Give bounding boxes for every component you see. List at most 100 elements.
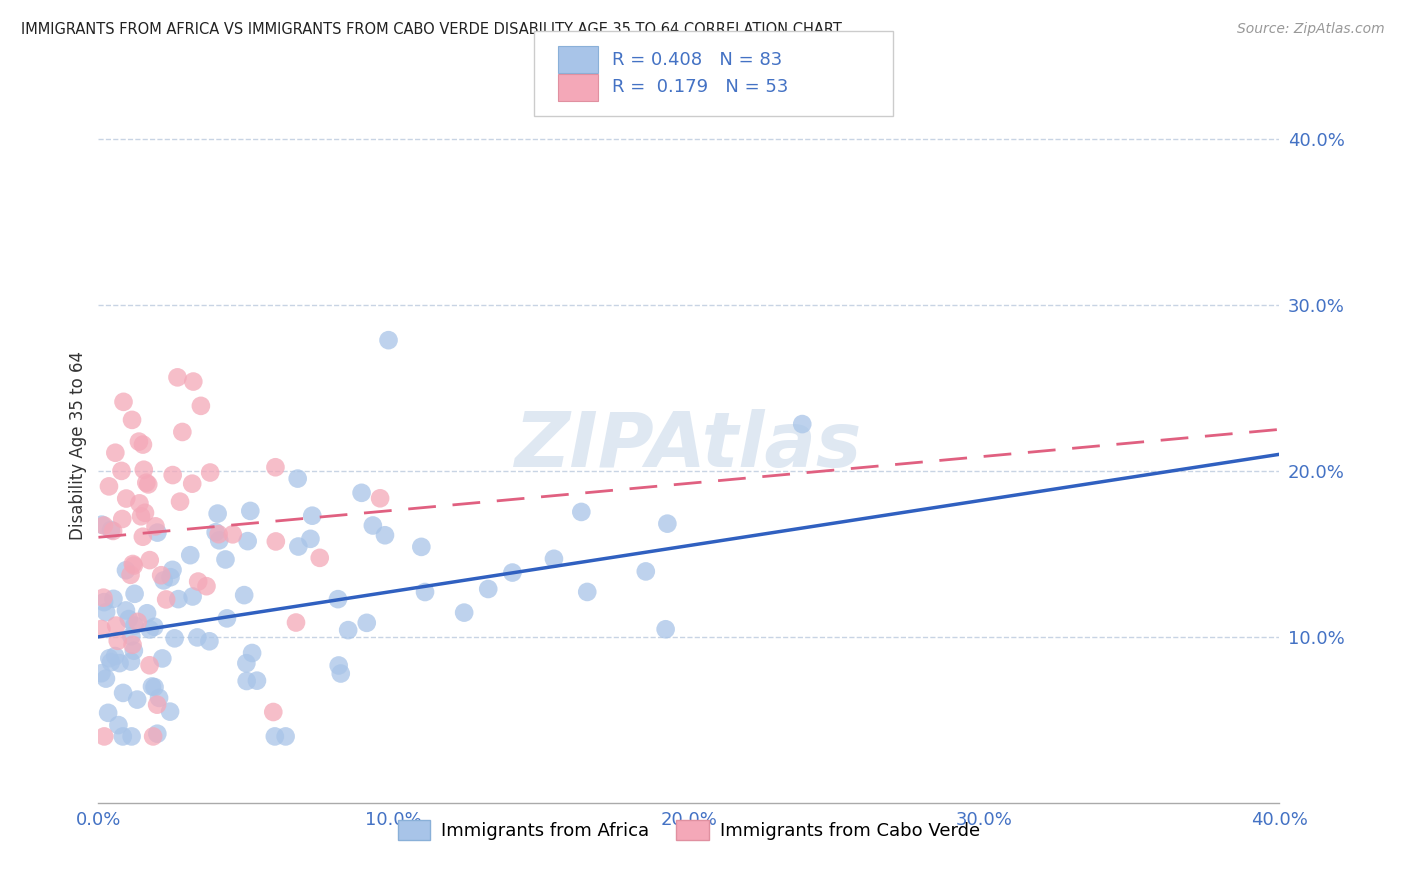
Point <box>361 518 384 533</box>
Point <box>287 472 309 486</box>
Point <box>115 603 138 617</box>
Point <box>287 540 309 554</box>
Point <box>576 585 599 599</box>
Point <box>115 563 138 577</box>
Point <box>148 690 170 705</box>
Point <box>356 615 378 630</box>
Point <box>132 463 155 477</box>
Point <box>90 666 112 681</box>
Point <box>240 646 263 660</box>
Point <box>118 612 141 626</box>
Point <box>285 615 308 630</box>
Point <box>233 588 256 602</box>
Point <box>112 394 135 409</box>
Point <box>198 466 221 480</box>
Point <box>329 666 352 681</box>
Point <box>141 680 163 694</box>
Y-axis label: Disability Age 35 to 64: Disability Age 35 to 64 <box>69 351 87 541</box>
Point <box>301 508 323 523</box>
Point <box>326 592 349 607</box>
Point <box>377 333 399 347</box>
Point <box>138 658 160 673</box>
Point <box>127 692 149 706</box>
Point <box>350 485 373 500</box>
Point <box>167 592 190 607</box>
Point <box>120 655 142 669</box>
Point <box>222 527 245 541</box>
Point <box>90 517 112 532</box>
Point <box>128 496 150 510</box>
Point <box>120 567 142 582</box>
Point <box>264 534 287 549</box>
Point <box>108 656 131 670</box>
Point <box>127 615 149 629</box>
Point <box>368 491 391 506</box>
Text: IMMIGRANTS FROM AFRICA VS IMMIGRANTS FROM CABO VERDE DISABILITY AGE 35 TO 64 COR: IMMIGRANTS FROM AFRICA VS IMMIGRANTS FRO… <box>21 22 842 37</box>
Point <box>163 632 186 646</box>
Point <box>198 634 221 648</box>
Point <box>453 606 475 620</box>
Point <box>166 370 188 384</box>
Point <box>93 591 115 605</box>
Point <box>187 574 209 589</box>
Point <box>235 673 257 688</box>
Point <box>236 534 259 549</box>
Point <box>136 477 159 491</box>
Point <box>107 633 129 648</box>
Point <box>657 516 679 531</box>
Point <box>169 494 191 508</box>
Point <box>105 618 128 632</box>
Point <box>152 574 174 588</box>
Point <box>204 525 226 540</box>
Point <box>93 595 115 609</box>
Point <box>159 705 181 719</box>
Point <box>129 509 152 524</box>
Point <box>214 552 236 566</box>
Point <box>101 524 124 538</box>
Point <box>139 553 162 567</box>
Text: ZIPAtlas: ZIPAtlas <box>515 409 863 483</box>
Point <box>100 655 122 669</box>
Point <box>179 548 201 562</box>
Point <box>262 705 284 719</box>
Point <box>112 686 135 700</box>
Text: Source: ZipAtlas.com: Source: ZipAtlas.com <box>1237 22 1385 37</box>
Point <box>120 629 142 643</box>
Point <box>239 504 262 518</box>
Point <box>132 437 155 451</box>
Point <box>792 417 814 431</box>
Point <box>110 464 132 478</box>
Point <box>100 523 122 537</box>
Point <box>135 475 157 490</box>
Point <box>208 533 231 548</box>
Point <box>162 468 184 483</box>
Point <box>143 680 166 694</box>
Point <box>122 644 145 658</box>
Point <box>207 527 229 541</box>
Point <box>263 730 285 744</box>
Point <box>121 557 143 571</box>
Point <box>107 718 129 732</box>
Point <box>98 479 121 493</box>
Point <box>97 706 120 720</box>
Point <box>215 611 238 625</box>
Point <box>146 727 169 741</box>
Point <box>128 434 150 449</box>
Point <box>94 605 117 619</box>
Point <box>142 730 165 744</box>
Point <box>477 582 499 596</box>
Point <box>121 413 143 427</box>
Point <box>264 460 287 475</box>
Point <box>90 622 112 636</box>
Point <box>103 591 125 606</box>
Point <box>299 532 322 546</box>
Point <box>195 579 218 593</box>
Point <box>143 620 166 634</box>
Point <box>124 587 146 601</box>
Point <box>111 730 134 744</box>
Point <box>274 730 297 744</box>
Point <box>146 698 169 712</box>
Point <box>235 657 257 671</box>
Point <box>181 590 204 604</box>
Point <box>634 565 657 579</box>
